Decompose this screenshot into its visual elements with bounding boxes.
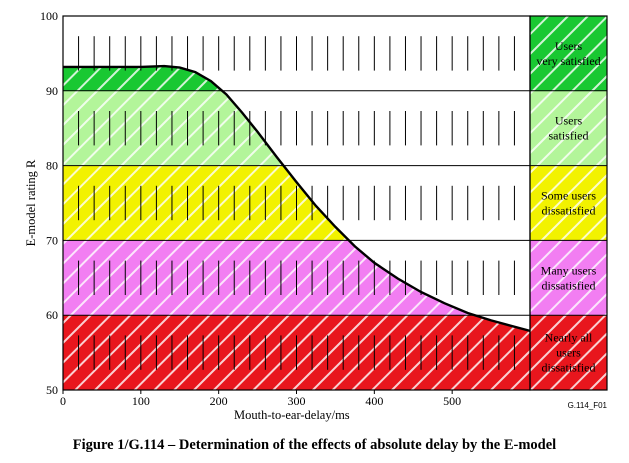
y-tick-label-1: 60 <box>46 308 58 322</box>
r-curve-line <box>63 64 531 333</box>
x-tick-label-1: 100 <box>132 394 150 408</box>
y-tick-label-0: 50 <box>46 383 58 397</box>
zone-label-3: Many users dissatisfied <box>541 263 597 292</box>
zone-label-2: Some users dissatisfied <box>541 189 596 218</box>
chart: 50 60 70 80 90 100 0 100 200 300 400 500 Users very… <box>24 9 608 422</box>
x-tick-label-4: 400 <box>365 394 383 408</box>
x-tick-label-3: 300 <box>288 394 306 408</box>
hatch-side-column <box>530 16 607 390</box>
zone-label-4: Nearly all users dissatisfied <box>542 331 596 375</box>
zone-column-frame <box>529 15 608 391</box>
zone-label-0: Users very satisfied <box>536 39 600 68</box>
x-tick-label-5: 500 <box>443 394 461 408</box>
x-tick-label-2: 200 <box>210 394 228 408</box>
y-tick-label-2: 70 <box>46 233 58 247</box>
y-tick-label-5: 100 <box>40 9 58 23</box>
y-axis-title: E-model rating R <box>24 159 38 246</box>
x-axis-title: Mouth-to-ear-delay/ms <box>234 408 350 422</box>
x-tick-label-0: 0 <box>60 394 66 408</box>
y-tick-label-3: 80 <box>46 159 58 173</box>
figure-id-label: G.114_F01 <box>568 401 608 410</box>
figure-caption: Figure 1/G.114 – Determination of the ef… <box>72 437 557 453</box>
zone-label-1: Users satisfied <box>549 114 589 143</box>
y-tick-label-4: 90 <box>46 84 58 98</box>
